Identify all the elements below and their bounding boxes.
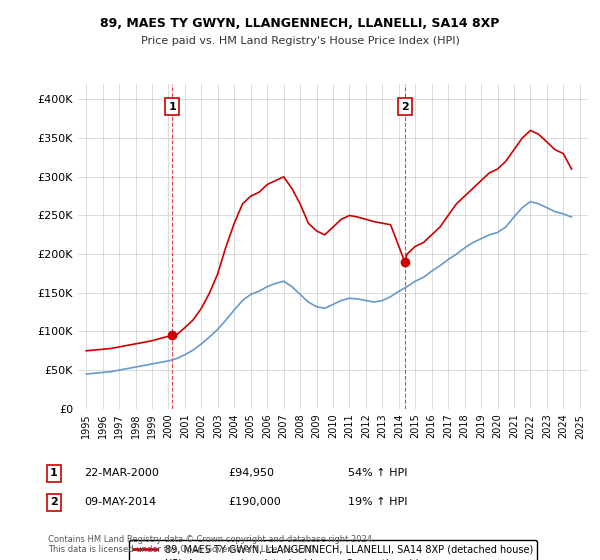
Text: 89, MAES TY GWYN, LLANGENNECH, LLANELLI, SA14 8XP: 89, MAES TY GWYN, LLANGENNECH, LLANELLI,… (100, 17, 500, 30)
Text: Price paid vs. HM Land Registry's House Price Index (HPI): Price paid vs. HM Land Registry's House … (140, 36, 460, 46)
Text: 2: 2 (50, 497, 58, 507)
Text: £94,950: £94,950 (228, 468, 274, 478)
Text: 54% ↑ HPI: 54% ↑ HPI (348, 468, 407, 478)
Text: Contains HM Land Registry data © Crown copyright and database right 2024.
This d: Contains HM Land Registry data © Crown c… (48, 535, 374, 554)
Text: 1: 1 (168, 102, 176, 112)
Text: 22-MAR-2000: 22-MAR-2000 (84, 468, 159, 478)
Text: £190,000: £190,000 (228, 497, 281, 507)
Text: 1: 1 (50, 468, 58, 478)
Text: 19% ↑ HPI: 19% ↑ HPI (348, 497, 407, 507)
Text: 09-MAY-2014: 09-MAY-2014 (84, 497, 156, 507)
Legend: 89, MAES TY GWYN, LLANGENNECH, LLANELLI, SA14 8XP (detached house), HPI: Average: 89, MAES TY GWYN, LLANGENNECH, LLANELLI,… (129, 540, 537, 560)
Text: 2: 2 (401, 102, 409, 112)
